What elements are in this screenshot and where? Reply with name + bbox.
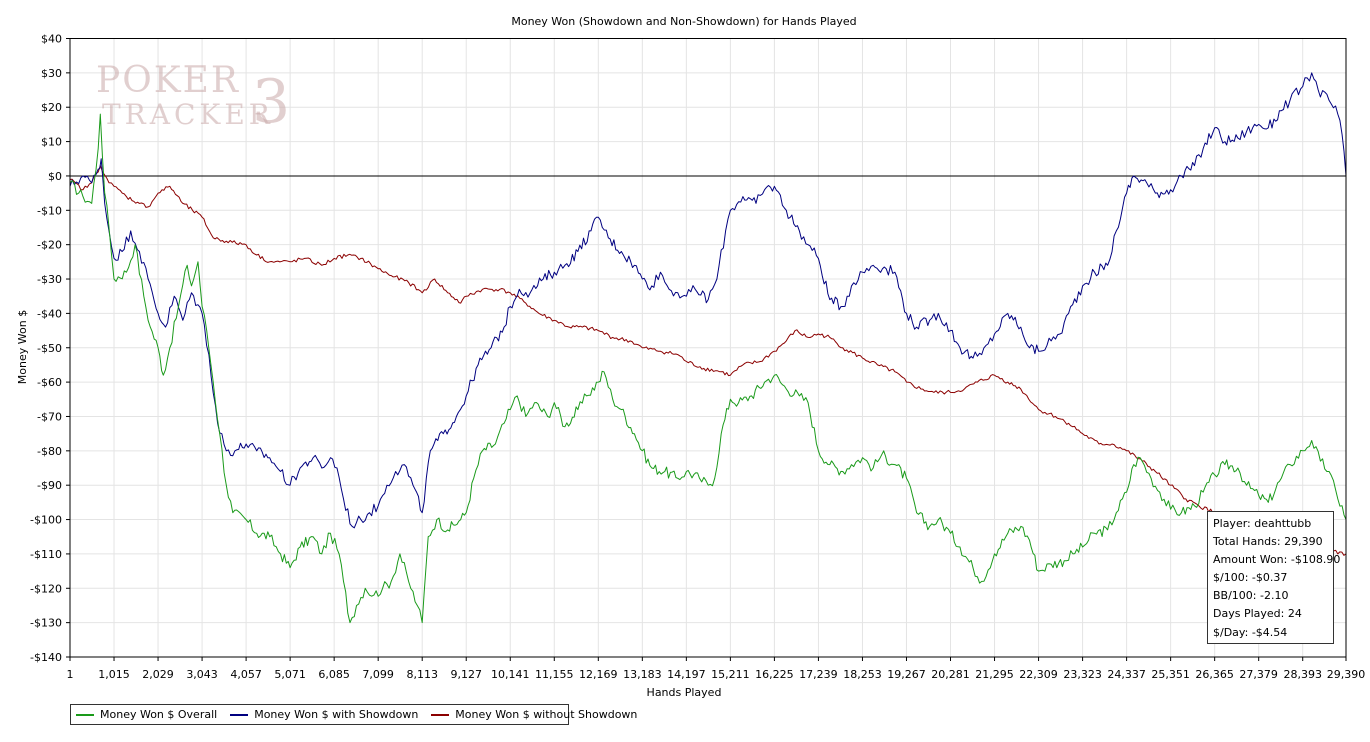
stats-per-day: $/Day: -$4.54: [1213, 625, 1288, 639]
watermark-line1: POKER: [96, 60, 240, 101]
x-tick-label: 1,015: [98, 668, 130, 681]
legend-label-non-showdown: Money Won $ without Showdown: [455, 708, 638, 721]
x-tick-label: 4,057: [230, 668, 262, 681]
x-axis-label: Hands Played: [647, 686, 722, 699]
x-tick-label: 26,365: [1195, 668, 1234, 681]
series-group: [69, 72, 1347, 624]
y-tick-label: -$120: [30, 582, 62, 595]
x-tick-label: 14,197: [667, 668, 706, 681]
grid: [69, 38, 1347, 658]
y-tick-label: -$110: [30, 548, 62, 561]
watermark-line2: TRACKER: [102, 98, 274, 130]
series-line-showdown: [69, 72, 1347, 529]
x-tick-label: 5,071: [274, 668, 306, 681]
legend-swatch-non-showdown: [431, 713, 450, 716]
legend-item-overall[interactable]: Money Won $ Overall: [76, 708, 217, 721]
x-tick-label: 6,085: [318, 668, 350, 681]
poker-tracker-watermark: POKER TRACKER 3: [96, 60, 290, 130]
x-tick-label: 18,253: [843, 668, 882, 681]
legend-label-showdown: Money Won $ with Showdown: [254, 708, 419, 721]
legend-swatch-overall: [76, 713, 94, 716]
y-tick-label: -$50: [37, 342, 62, 355]
x-tick-label: 28,393: [1283, 668, 1322, 681]
legend: Money Won $ Overall Money Won $ with Sho…: [70, 704, 637, 725]
y-tick-label: -$40: [37, 307, 62, 320]
x-tick-label: 9,127: [450, 668, 482, 681]
y-tick-label: $10: [41, 136, 62, 149]
legend-item-showdown[interactable]: Money Won $ with Showdown: [230, 708, 418, 721]
x-tick-label: 20,281: [931, 668, 970, 681]
x-tick-label: 25,351: [1151, 668, 1190, 681]
stats-days-played: Days Played: 24: [1213, 607, 1302, 621]
watermark-line3: 3: [252, 67, 290, 130]
x-tick-label: 19,267: [887, 668, 926, 681]
y-tick-label: -$140: [30, 651, 62, 664]
stats-player: Player: deahttubb: [1213, 517, 1312, 530]
x-tick-label: 12,169: [579, 668, 618, 681]
stats-amount-won: Amount Won: -$108.90: [1213, 553, 1341, 567]
y-tick-label: -$100: [30, 514, 62, 527]
legend-item-non-showdown[interactable]: Money Won $ without Showdown: [431, 708, 637, 721]
stats-total-hands: Total Hands: 29,390: [1213, 535, 1323, 549]
y-axis: $40 $30 $20 $10 $0 -$10 -$20 -$30 -$40 -$50 -$60 -$…: [30, 33, 70, 664]
legend-label-overall: Money Won $ Overall: [100, 708, 218, 721]
y-tick-label: $0: [48, 170, 62, 183]
y-tick-label: -$70: [37, 410, 62, 423]
x-tick-label: 3,043: [186, 668, 218, 681]
y-tick-label: -$80: [37, 445, 62, 458]
x-tick-label: 1: [67, 668, 74, 681]
series-line-overall: [69, 113, 1347, 624]
y-tick-label: -$20: [37, 239, 62, 252]
x-tick-label: 2,029: [142, 668, 174, 681]
x-tick-label: 29,390: [1327, 668, 1366, 681]
y-tick-label: -$30: [37, 273, 62, 286]
y-tick-label: -$90: [37, 479, 62, 492]
x-axis: 1 1,015 2,029 3,043 4,057 5,071 6,085 7,099 8,11…: [67, 657, 1366, 681]
y-tick-label: -$130: [30, 617, 62, 630]
series-line-non_showdown: [69, 165, 1347, 556]
stats-bb-100: BB/100: -2.10: [1213, 589, 1289, 603]
chart-title: Money Won (Showdown and Non-Showdown) fo…: [511, 15, 856, 28]
x-tick-label: 27,379: [1239, 668, 1278, 681]
y-tick-label: -$10: [37, 204, 62, 217]
y-axis-label: Money Won $: [16, 310, 29, 384]
y-tick-label: $20: [41, 101, 62, 114]
x-tick-label: 7,099: [362, 668, 394, 681]
y-tick-label: $30: [41, 67, 62, 80]
x-tick-label: 10,141: [491, 668, 530, 681]
y-tick-label: $40: [41, 33, 62, 46]
x-tick-label: 13,183: [623, 668, 662, 681]
x-tick-label: 21,295: [975, 668, 1014, 681]
x-tick-label: 24,337: [1107, 668, 1146, 681]
x-tick-label: 15,211: [711, 668, 750, 681]
legend-swatch-showdown: [230, 713, 249, 716]
y-tick-label: -$60: [37, 376, 62, 389]
x-tick-label: 17,239: [799, 668, 838, 681]
x-tick-label: 16,225: [755, 668, 794, 681]
stats-box: Player: deahttubb Total Hands: 29,390 Am…: [1207, 511, 1341, 644]
x-tick-label: 11,155: [535, 668, 574, 681]
x-tick-label: 8,113: [406, 668, 438, 681]
x-tick-label: 22,309: [1019, 668, 1058, 681]
stats-per-100: $/100: -$0.37: [1213, 571, 1288, 585]
x-tick-label: 23,323: [1063, 668, 1102, 681]
